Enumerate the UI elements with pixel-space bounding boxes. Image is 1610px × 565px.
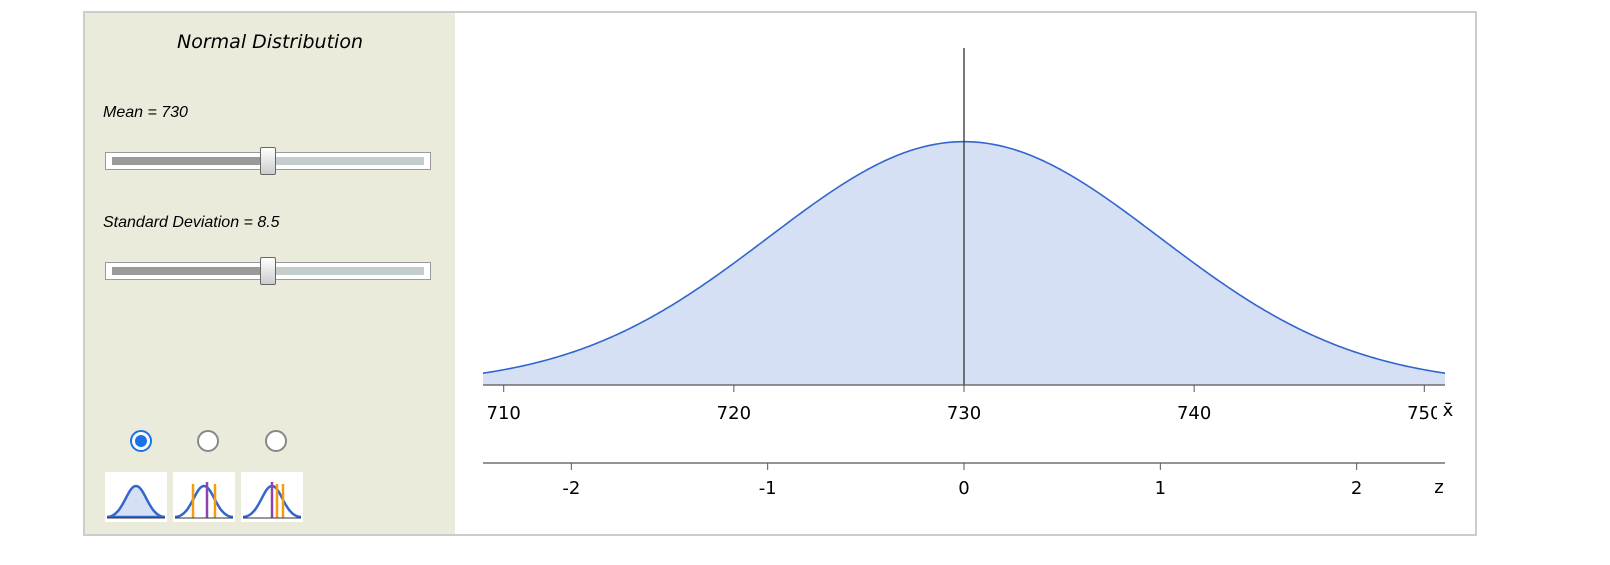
z-tick-label: -1: [759, 478, 777, 499]
label-bg: [1437, 397, 1467, 427]
mean-label: Mean = 730: [103, 104, 188, 121]
radio-button[interactable]: [130, 430, 152, 452]
radio-button[interactable]: [265, 430, 287, 452]
panel-title: Normal Distribution: [177, 31, 363, 53]
x-tick-label: 710: [487, 403, 521, 424]
mean-slider[interactable]: [105, 147, 431, 175]
mode-icon[interactable]: [105, 472, 167, 522]
slider-thumb[interactable]: [260, 257, 276, 285]
control-panel: Normal Distribution Mean = 730 Standard …: [85, 13, 455, 534]
mode-icon[interactable]: [173, 472, 235, 522]
mode-icon[interactable]: [241, 472, 303, 522]
sd-label: Standard Deviation = 8.5: [103, 214, 280, 231]
x-axis-label: x̄: [1443, 400, 1454, 421]
z-tick-label: 1: [1155, 478, 1166, 499]
x-tick-label: 730: [947, 403, 981, 424]
x-tick-label: 740: [1177, 403, 1211, 424]
applet: Normal Distribution Mean = 730 Standard …: [83, 11, 1477, 536]
z-tick-label: 0: [958, 478, 969, 499]
radio-button[interactable]: [197, 430, 219, 452]
z-tick-label: -2: [562, 478, 580, 499]
z-axis-label: z: [1434, 477, 1443, 498]
slider-thumb[interactable]: [260, 147, 276, 175]
x-tick-label: 750: [1407, 403, 1441, 424]
x-tick-label: 720: [717, 403, 751, 424]
z-tick-label: 2: [1351, 478, 1362, 499]
sd-slider[interactable]: [105, 257, 431, 285]
chart: 710 720 730 740 750 x̄ -2 -1 0 1 2 z: [482, 48, 1467, 499]
